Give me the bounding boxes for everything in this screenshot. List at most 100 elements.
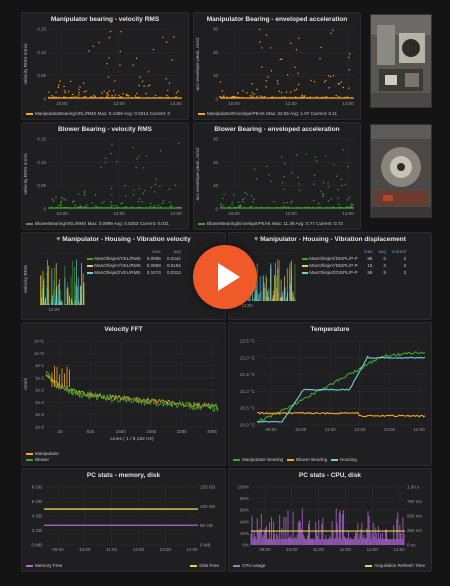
data-bar <box>74 304 76 305</box>
tick-label: 14:00 <box>413 427 425 432</box>
table-row[interactable]: ManOhisjeY/VEL/RMS 0.0959 0.0194 <box>84 262 184 269</box>
tick-label: 4 GB <box>32 514 42 519</box>
data-point <box>107 94 110 96</box>
table-row[interactable]: ManOhisjeZ/DISPL/P-P 59 9 3 <box>299 269 409 276</box>
data-point <box>291 172 293 174</box>
data-point <box>124 195 127 197</box>
data-point <box>231 201 233 204</box>
data-point <box>348 87 350 89</box>
table-row[interactable]: ManOhisjeY/DISPL/P-P 15 3 2 <box>299 262 409 269</box>
data-bar <box>279 296 281 301</box>
data-point <box>108 57 110 59</box>
data-point <box>223 204 225 206</box>
temperature-manipulator-bearing <box>256 351 426 423</box>
table-row[interactable]: ManOhisjeX/DISPL/P-P 86 6 2 <box>299 255 409 262</box>
data-point <box>327 186 330 188</box>
data-point <box>238 205 241 207</box>
data-point <box>244 192 246 194</box>
plot-area[interactable]: 0.15 0.10 0.05 0 10:00 12:00 14:00 velocity RMS… <box>22 135 188 219</box>
data-point <box>316 96 318 98</box>
tick-label: 20.5 °C <box>240 406 256 411</box>
panel-housing-vibration-displacement[interactable]: ♥ Manipulator - Housing - Vibration disp… <box>228 232 432 320</box>
plot-area[interactable]: 12:00 velocity RMS <box>22 247 86 317</box>
data-point <box>269 47 272 49</box>
plot-area[interactable]: 8 GB 6 GB 4 GB 2 GB 0 MB 150 GB 100 GB 50 GB 0 M… <box>22 481 225 559</box>
data-point <box>313 200 315 202</box>
data-bar <box>56 303 58 305</box>
data-point <box>254 168 256 171</box>
data-point <box>60 204 62 206</box>
panel-temperature[interactable]: Temperature 22.5 °C 22.0 °C 21.5 °C 21.0 °C… <box>228 322 432 466</box>
tick-label: 21.5 °C <box>240 372 256 377</box>
data-point <box>261 96 263 98</box>
plot-area[interactable]: 30 20 10 0 10:00 12:00 14:00 acc envelope peak,… <box>194 135 360 219</box>
data-point <box>284 96 286 98</box>
plot-area[interactable]: 30 20 10 0 10:00 12:00 14:00 acc envelope peak,… <box>194 25 360 109</box>
data-point <box>298 37 300 39</box>
data-point <box>101 92 103 94</box>
heart-icon: ♥ <box>254 236 259 243</box>
panel-blower-enveloped-acceleration[interactable]: Blower Bearing - enveloped acceleration … <box>193 122 361 230</box>
tick-label: 11:00 <box>106 547 117 552</box>
panel-title: Manipulator bearing - velocity RMS <box>50 16 160 23</box>
data-point <box>159 150 162 152</box>
data-point <box>291 200 293 203</box>
panel-pc-stats-memory-disk[interactable]: PC stats - memory, disk 8 GB 6 GB 4 GB 2 GB… <box>21 468 226 572</box>
plot-area[interactable]: 100% 80% 60% 40% 20% 0% 1.00 s 750 ms 500 ms 250 … <box>229 481 431 559</box>
data-point <box>231 95 234 98</box>
data-point <box>265 80 267 82</box>
data-point <box>348 69 351 71</box>
data-bar <box>291 273 292 301</box>
panel-manipulator-velocity-rms[interactable]: Manipulator bearing - velocity RMS 0.15 0… <box>21 12 189 120</box>
data-point <box>223 95 225 97</box>
tick-label: 100% <box>237 485 249 490</box>
tick-label: 11:00 <box>313 547 324 552</box>
data-point <box>145 92 147 95</box>
data-point <box>141 201 144 203</box>
data-bar <box>75 301 77 305</box>
plot-area[interactable]: 0.15 0.10 0.05 0 10:00 12:00 14:00 velocity RMS… <box>22 25 188 109</box>
data-point <box>268 174 270 176</box>
data-bar <box>43 280 45 305</box>
data-point <box>340 178 343 181</box>
data-point <box>280 156 283 158</box>
play-video-button[interactable] <box>193 245 257 309</box>
legend: Manipulator/Envelope/PEAK Max: 23.55 Avg… <box>198 111 358 116</box>
data-point <box>304 95 306 97</box>
panel-title: Blower Bearing - enveloped acceleration <box>214 126 340 133</box>
data-point <box>114 94 117 96</box>
data-bar <box>273 290 275 301</box>
data-point <box>165 78 167 80</box>
tick-label: 4095 <box>207 429 218 434</box>
panel-manipulator-enveloped-acceleration[interactable]: Manipulator Bearing - enveloped accelera… <box>193 12 361 120</box>
panel-velocity-fft[interactable]: Velocity FFT 1e+1 1e+0 1e-1 1e-2 1e-3 1e-4 1e-… <box>21 322 226 466</box>
data-point <box>251 83 253 85</box>
data-point <box>273 201 275 203</box>
data-point <box>171 205 173 207</box>
panel-pc-stats-cpu-disk[interactable]: PC stats - CPU, disk 100% 80% 60% 40% 20% 0% 1… <box>228 468 432 572</box>
data-bar <box>61 300 63 305</box>
table-row[interactable]: ManOhisjeX/VEL/RMS 0.0966 0.0242 <box>84 255 184 262</box>
data-point <box>142 80 144 82</box>
data-bar <box>54 267 55 305</box>
data-point <box>103 201 105 203</box>
data-bar <box>275 262 276 301</box>
data-point <box>74 95 76 98</box>
tick-label: 12:00 <box>113 101 125 106</box>
machine-photo-manipulator <box>370 14 432 108</box>
data-point <box>244 197 246 200</box>
data-bar <box>48 265 50 305</box>
table-row[interactable]: ManOhisjeZ/VEL/RMS 0.1074 0.0313 <box>84 269 184 276</box>
heart-icon: ♥ <box>56 236 61 243</box>
data-point <box>340 81 343 83</box>
data-point <box>316 160 318 162</box>
data-point <box>57 204 60 206</box>
plot-area[interactable]: 22.5 °C 22.0 °C 21.5 °C 21.0 °C 20.5 °C 20.0 … <box>229 335 431 451</box>
panel-blower-velocity-rms[interactable]: Blower Bearing - velocity RMS 0.15 0.10 0.… <box>21 122 189 230</box>
data-point <box>135 57 138 60</box>
tick-label: 12:00 <box>48 307 60 312</box>
panel-housing-vibration-velocity[interactable]: ♥ Manipulator - Housing - Vibration velo… <box>21 232 226 320</box>
plot-area[interactable]: 1e+1 1e+0 1e-1 1e-2 1e-3 1e-4 1e-5 1e-6 20 835 165… <box>22 335 225 447</box>
data-bar <box>56 296 58 305</box>
tick-label: 100 GB <box>200 504 215 509</box>
